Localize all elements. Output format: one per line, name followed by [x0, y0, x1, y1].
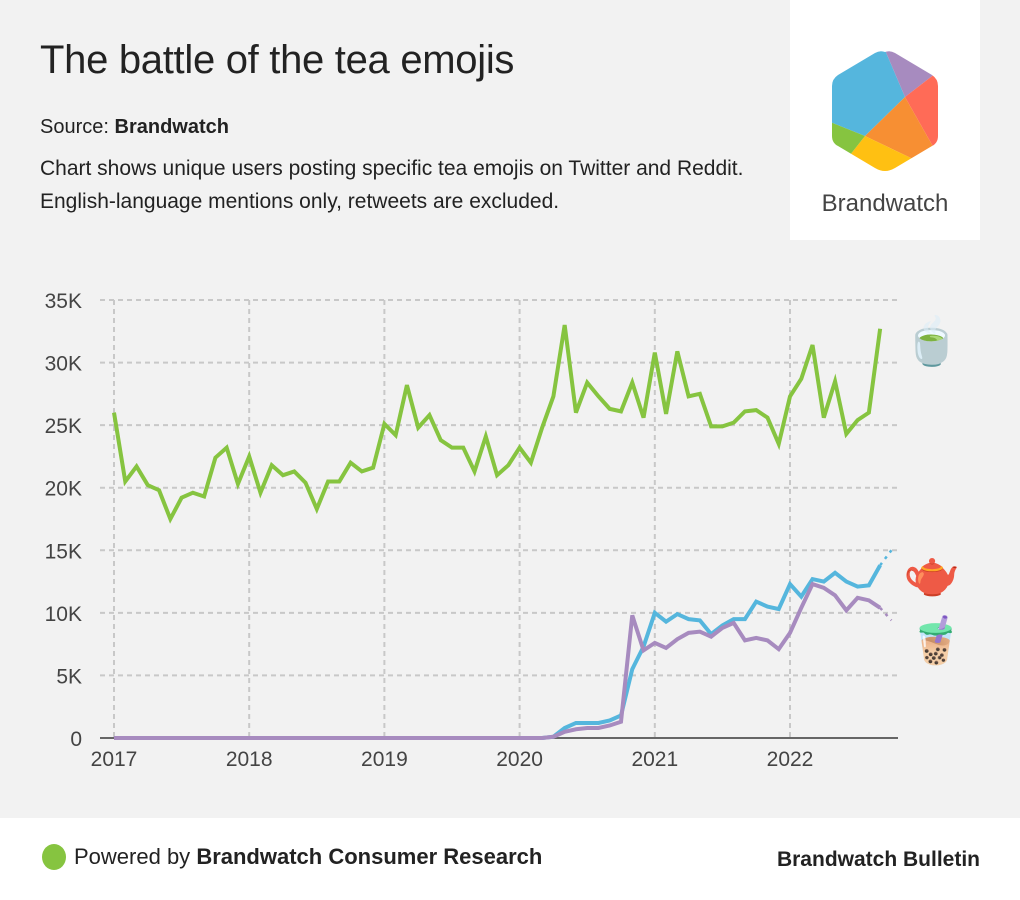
hexagon-logo-icon	[832, 51, 938, 172]
x-tick-label: 2022	[767, 748, 814, 771]
x-tick-label: 2021	[631, 748, 678, 771]
bubble-tea-emoji-icon: 🧋	[907, 614, 965, 666]
footer-brand: Brandwatch Bulletin	[776, 848, 980, 871]
x-axis-ticks: 2017 2018 2019 2020 2021 2022	[91, 748, 814, 771]
y-tick-label: 30K	[45, 353, 82, 376]
y-tick-label: 20K	[45, 478, 82, 501]
source-name: Brandwatch	[114, 116, 229, 138]
powered-prefix: Powered by	[74, 844, 191, 869]
brand-dot-icon	[42, 844, 66, 870]
footer: Powered by Brandwatch Consumer Research …	[0, 818, 1020, 900]
logo-segment-red	[905, 70, 938, 160]
x-tick-label: 2020	[496, 748, 543, 771]
series-lines	[112, 324, 893, 740]
y-tick-label: 10K	[45, 603, 82, 626]
teapot-emoji-icon: 🫖	[903, 547, 961, 599]
series-projection-2	[879, 607, 893, 622]
logo-segment-blue	[832, 51, 905, 136]
y-tick-label: 15K	[45, 540, 82, 563]
x-tick-label: 2019	[361, 748, 408, 771]
series-projection-1	[879, 549, 893, 567]
x-tick-label: 2018	[226, 748, 273, 771]
powered-name: Brandwatch Consumer Research	[196, 844, 543, 869]
chart-title: The battle of the tea emojis	[40, 38, 515, 82]
y-tick-label: 25K	[45, 415, 82, 438]
powered-by: Powered by Brandwatch Consumer Research	[74, 844, 542, 870]
teacup-emoji-icon: 🍵	[903, 315, 961, 367]
brandwatch-logo: Brandwatch	[790, 0, 980, 240]
logo-segment-orange	[865, 97, 935, 160]
series-line-2	[114, 581, 882, 740]
logo-text: Brandwatch	[821, 190, 949, 217]
y-tick-label: 5K	[56, 665, 82, 688]
grid	[100, 299, 898, 739]
series-line-1	[114, 564, 882, 740]
chart-description: Chart shows unique users posting specifi…	[40, 157, 744, 213]
source-line: Source: Brandwatch	[40, 116, 229, 139]
y-axis-ticks: 0 5K 10K 15K 20K 25K 30K 35K	[45, 290, 82, 751]
series-line-0	[112, 324, 883, 524]
source-label: Source:	[40, 116, 109, 138]
y-tick-label: 0	[70, 728, 82, 751]
x-tick-label: 2017	[91, 748, 138, 771]
y-tick-label: 35K	[45, 290, 82, 313]
